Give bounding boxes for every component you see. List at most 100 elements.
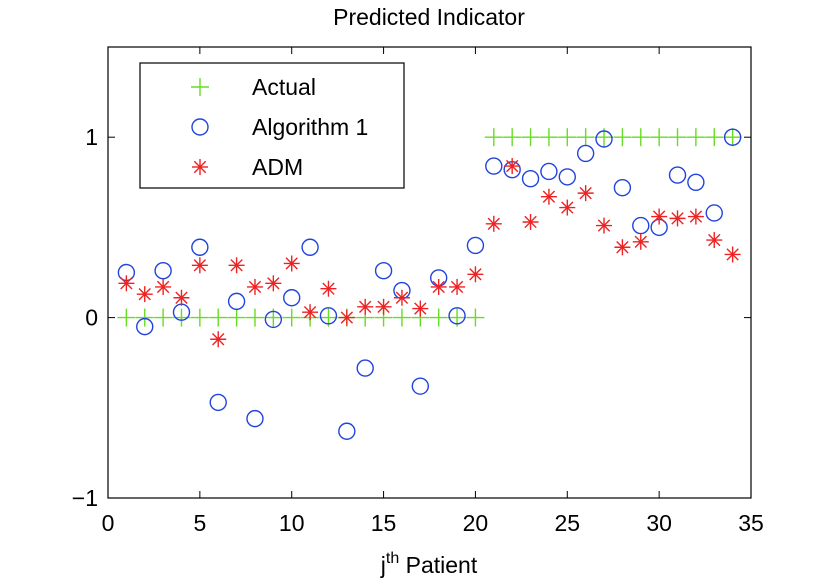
y-tick-label: 0 [85, 305, 98, 331]
y-tick-label: −1 [72, 485, 98, 511]
x-tick-label: 20 [463, 510, 489, 536]
legend-label-algorithm-1: Algorithm 1 [252, 114, 368, 140]
legend-symbol-actual [191, 78, 209, 96]
x-tick-label: 25 [554, 510, 580, 536]
point-adm [522, 213, 539, 230]
point-algorithm-1 [374, 261, 393, 280]
point-adm [430, 278, 447, 295]
point-algorithm-1 [613, 179, 632, 197]
point-actual [613, 128, 632, 147]
point-actual [209, 308, 228, 327]
point-actual [190, 308, 209, 327]
point-adm [669, 210, 686, 227]
point-algorithm-1 [576, 144, 595, 163]
point-algorithm-1 [319, 307, 338, 325]
point-adm [577, 185, 594, 202]
point-adm [412, 300, 429, 317]
point-adm [724, 246, 741, 263]
point-algorithm-1 [356, 359, 374, 377]
point-actual [631, 128, 650, 147]
point-adm [265, 275, 282, 292]
x-tick-label: 10 [279, 510, 305, 536]
chart-title: Predicted Indicator [333, 4, 525, 30]
point-actual [503, 128, 522, 147]
axes: 0 5 10 15 20 25 30 35−101 [72, 47, 764, 536]
point-actual [668, 128, 687, 147]
point-actual [117, 308, 136, 327]
data-marks [117, 128, 742, 440]
x-tick-label: 15 [371, 510, 397, 536]
point-adm [228, 257, 245, 274]
x-axis-label-rest: Patient [399, 552, 478, 578]
point-algorithm-1 [209, 393, 227, 412]
point-adm [504, 158, 521, 175]
point-adm [210, 331, 227, 348]
point-actual [484, 128, 503, 147]
point-adm [283, 255, 300, 272]
point-actual [227, 308, 246, 327]
legend-box [139, 62, 405, 189]
point-adm [467, 266, 484, 283]
point-adm [449, 278, 466, 295]
point-actual [558, 128, 577, 147]
point-actual [429, 308, 448, 327]
x-axis-label-main: j [380, 552, 386, 578]
legend-label-actual: Actual [252, 74, 316, 100]
point-actual [466, 308, 485, 327]
point-algorithm-1 [558, 168, 576, 186]
point-actual [135, 308, 154, 327]
point-adm [485, 215, 502, 232]
point-adm [246, 278, 263, 295]
point-algorithm-1 [283, 289, 301, 307]
point-algorithm-1 [632, 216, 650, 235]
point-adm [540, 188, 557, 205]
point-algorithm-1 [540, 162, 558, 181]
x-tick-label: 0 [102, 510, 115, 536]
point-actual [392, 308, 411, 327]
point-adm [191, 257, 208, 274]
point-actual [521, 128, 540, 147]
point-actual [539, 128, 558, 147]
point-algorithm-1 [668, 166, 687, 184]
point-adm [632, 233, 649, 250]
point-algorithm-1 [466, 236, 485, 255]
point-adm [357, 298, 374, 315]
legend-marker-adm [192, 159, 208, 175]
legend-symbol-adm [192, 159, 208, 175]
point-algorithm-1 [705, 204, 723, 222]
point-adm [155, 278, 172, 295]
point-algorithm-1 [136, 317, 154, 336]
point-actual [686, 128, 705, 147]
point-adm [614, 239, 631, 256]
point-adm [651, 208, 668, 225]
point-adm [393, 289, 410, 306]
point-adm [375, 298, 392, 315]
point-actual [245, 308, 264, 327]
legend: Actual Algorithm 1 ADM [139, 62, 405, 189]
point-adm [118, 275, 135, 292]
point-algorithm-1 [595, 130, 613, 148]
x-tick-label: 5 [193, 510, 206, 536]
x-axis-label-superscript: th [386, 550, 399, 567]
point-actual [650, 128, 669, 147]
point-algorithm-1 [301, 238, 319, 256]
point-actual [723, 128, 742, 147]
point-algorithm-1 [246, 409, 264, 428]
point-algorithm-1 [521, 169, 540, 188]
point-adm [559, 199, 576, 216]
point-adm [596, 217, 613, 234]
point-algorithm-1 [723, 128, 742, 146]
point-algorithm-1 [227, 292, 246, 311]
point-algorithm-1 [154, 261, 172, 280]
point-actual [576, 128, 595, 147]
point-adm [687, 208, 704, 225]
point-algorithm-1 [411, 377, 430, 395]
point-algorithm-1 [264, 310, 283, 329]
point-adm [338, 309, 355, 326]
legend-symbol-algorithm-1 [191, 118, 209, 136]
point-actual [154, 308, 173, 327]
point-adm [302, 304, 319, 321]
point-actual [705, 128, 724, 147]
legend-item-actual: Actual [191, 74, 316, 100]
